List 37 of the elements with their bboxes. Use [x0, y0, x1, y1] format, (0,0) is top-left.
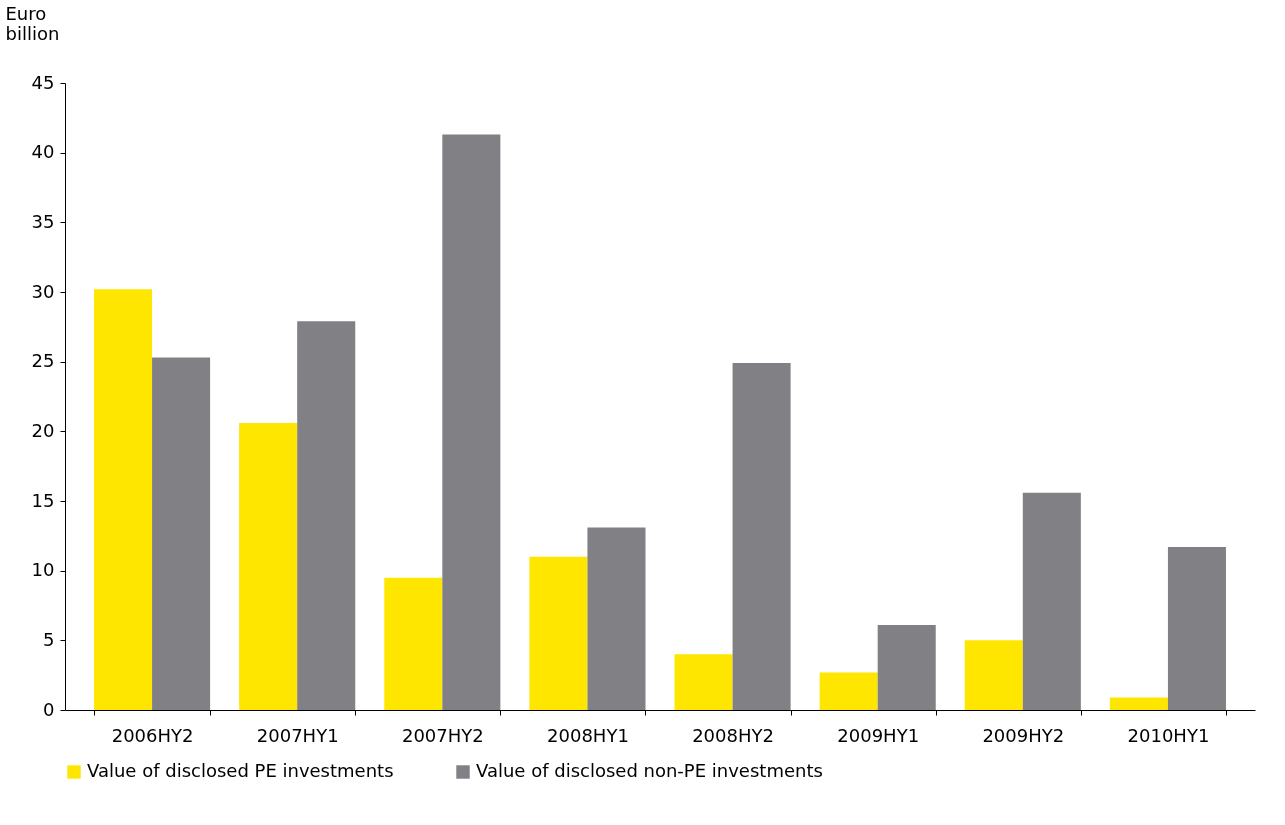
- bar: [1167, 546, 1226, 710]
- x-tick-label: 2006HY2: [111, 724, 194, 746]
- bar: [964, 640, 1023, 710]
- x-tick-label: 2008HY1: [547, 724, 629, 746]
- bar: [442, 134, 501, 710]
- bar: [239, 422, 298, 710]
- bar: [877, 625, 936, 710]
- x-tick-label: 2010HY1: [1127, 724, 1210, 746]
- y-tick-label: 20: [31, 419, 55, 441]
- y-tick-label: 45: [31, 71, 55, 93]
- x-tick-label: 2008HY2: [692, 724, 774, 746]
- bar: [384, 577, 443, 710]
- legend-label: Value of disclosed PE investments: [87, 760, 394, 781]
- bar: [587, 527, 646, 710]
- bar: [1022, 492, 1081, 710]
- y-tick-label: 30: [31, 280, 55, 302]
- y-axis-title: Euro billion: [5, 2, 60, 44]
- y-tick-label: 25: [31, 350, 55, 372]
- x-tick-label: 2007HY1: [256, 724, 339, 746]
- y-tick-label: 40: [31, 141, 55, 163]
- x-tick-label: 2007HY2: [401, 724, 484, 746]
- y-tick-label: 35: [31, 210, 55, 232]
- bar: [674, 654, 733, 710]
- y-tick-label: 10: [31, 559, 55, 581]
- legend-label: Value of disclosed non-PE investments: [476, 760, 823, 781]
- bar: [152, 357, 211, 710]
- y-tick-label: 15: [31, 489, 55, 511]
- bar: [819, 672, 878, 710]
- bar: [529, 556, 588, 710]
- bar: [94, 289, 153, 710]
- bar: [297, 321, 356, 710]
- y-tick-label: 0: [43, 698, 55, 720]
- y-tick-label: 5: [43, 628, 55, 650]
- x-tick-label: 2009HY1: [837, 724, 920, 746]
- bar: [732, 363, 791, 710]
- x-tick-label: 2009HY2: [982, 724, 1065, 746]
- bar: [1109, 697, 1168, 710]
